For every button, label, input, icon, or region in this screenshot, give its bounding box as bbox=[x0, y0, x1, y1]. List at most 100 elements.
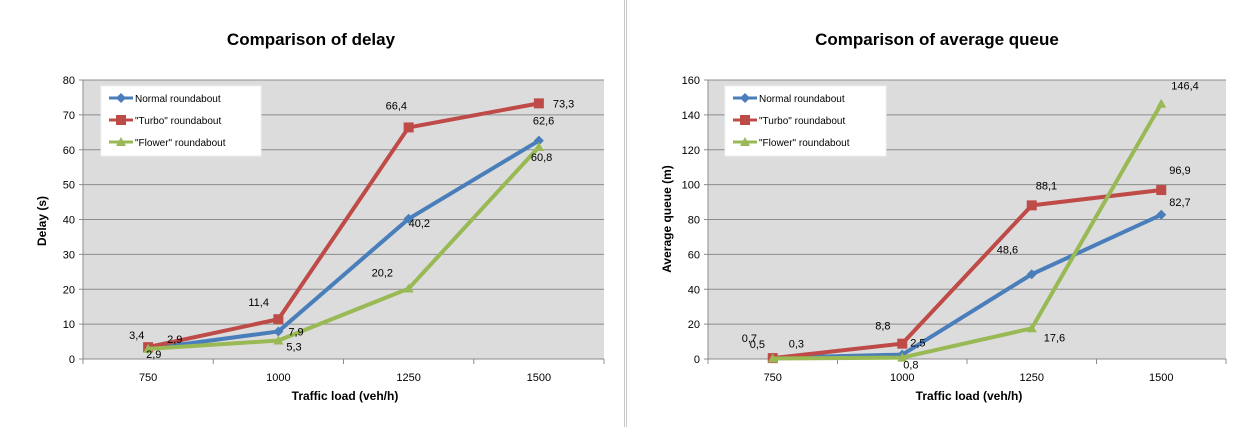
legend-label: "Flower" roundabout bbox=[759, 138, 850, 149]
legend-label: "Flower" roundabout bbox=[135, 138, 226, 149]
data-label: 7,9 bbox=[288, 326, 303, 338]
data-point bbox=[533, 135, 544, 146]
data-label: 82,7 bbox=[1169, 197, 1190, 209]
legend: Normal roundabout "Turbo" roundabout "Flow… bbox=[724, 85, 887, 157]
queue-chart-panel: Comparison of average queue Traffic load… bbox=[626, 0, 1248, 427]
y-tick-label: 0 bbox=[694, 354, 700, 366]
data-label: 62,6 bbox=[533, 116, 554, 128]
data-label: 88,1 bbox=[1036, 180, 1057, 192]
data-point bbox=[403, 122, 414, 133]
y-tick-label: 60 bbox=[688, 249, 700, 261]
data-point bbox=[1026, 269, 1037, 280]
legend-label: Normal roundabout bbox=[759, 94, 845, 105]
x-tick-label: 1500 bbox=[1149, 372, 1173, 384]
data-label: 20,2 bbox=[372, 268, 393, 280]
x-tick-label: 1250 bbox=[1020, 372, 1044, 384]
y-tick-label: 60 bbox=[63, 145, 75, 157]
y-tick-label: 20 bbox=[63, 284, 75, 296]
data-point bbox=[1026, 323, 1037, 333]
legend-label: "Turbo" roundabout bbox=[759, 116, 845, 127]
data-label: 2,9 bbox=[146, 349, 161, 361]
legend-marker bbox=[116, 93, 126, 103]
data-label: 96,9 bbox=[1169, 165, 1190, 177]
x-tick-label: 1000 bbox=[890, 372, 914, 384]
data-point bbox=[533, 98, 544, 109]
x-tick-label: 1000 bbox=[266, 372, 290, 384]
data-label: 3,4 bbox=[129, 330, 144, 342]
delay-chart-panel: Comparison of delay Traffic load (veh/h)… bbox=[35, 0, 625, 427]
data-label: 0,5 bbox=[750, 339, 765, 351]
legend-marker bbox=[116, 115, 126, 125]
y-tick-label: 40 bbox=[63, 215, 75, 227]
y-axis-label: Delay (s) bbox=[35, 196, 49, 246]
y-tick-label: 120 bbox=[682, 145, 700, 157]
legend-marker bbox=[116, 137, 126, 146]
y-tick-label: 70 bbox=[63, 110, 75, 122]
data-point bbox=[273, 326, 284, 337]
y-tick-label: 100 bbox=[682, 180, 700, 192]
data-point bbox=[403, 283, 414, 293]
data-point bbox=[897, 338, 908, 349]
legend-marker bbox=[740, 93, 750, 103]
data-label: 40,2 bbox=[409, 218, 430, 230]
x-tick-label: 1250 bbox=[396, 372, 420, 384]
series-line bbox=[772, 102, 1163, 361]
y-tick-label: 40 bbox=[688, 284, 700, 296]
data-point bbox=[143, 343, 154, 353]
series-line bbox=[772, 188, 1162, 361]
chart-title: Comparison of delay bbox=[227, 30, 396, 49]
legend-marker bbox=[740, 115, 750, 125]
data-label: 2,9 bbox=[167, 334, 182, 346]
series-line bbox=[147, 138, 540, 351]
legend-marker bbox=[740, 137, 750, 146]
series-line bbox=[147, 145, 541, 351]
data-point bbox=[403, 213, 414, 224]
queue-chart: Comparison of average queue Traffic load… bbox=[660, 30, 1227, 403]
y-tick-label: 80 bbox=[688, 215, 700, 227]
data-point bbox=[1156, 185, 1167, 196]
y-tick-label: 50 bbox=[63, 180, 75, 192]
data-point bbox=[1156, 209, 1167, 220]
x-tick-label: 750 bbox=[139, 372, 157, 384]
data-label: 0,3 bbox=[789, 338, 804, 350]
y-tick-label: 160 bbox=[682, 75, 700, 87]
data-point bbox=[767, 353, 778, 363]
delay-chart: Comparison of delay Traffic load (veh/h)… bbox=[35, 30, 605, 403]
y-tick-label: 140 bbox=[682, 110, 700, 122]
series-2 bbox=[767, 98, 1167, 363]
data-label: 8,8 bbox=[875, 321, 890, 333]
data-label: 17,6 bbox=[1044, 332, 1065, 344]
y-tick-label: 30 bbox=[63, 249, 75, 261]
y-tick-label: 10 bbox=[63, 319, 75, 331]
data-point bbox=[273, 314, 284, 325]
data-label: 146,4 bbox=[1171, 81, 1199, 93]
data-label: 0,8 bbox=[903, 360, 918, 372]
x-axis-label: Traffic load (veh/h) bbox=[292, 389, 399, 403]
data-label: 5,3 bbox=[286, 342, 301, 354]
data-point bbox=[533, 141, 544, 151]
data-point bbox=[273, 335, 284, 345]
data-point bbox=[1026, 200, 1037, 211]
chart-title: Comparison of average queue bbox=[815, 30, 1059, 49]
y-tick-label: 0 bbox=[69, 354, 75, 366]
series-2 bbox=[143, 141, 544, 353]
data-label: 11,4 bbox=[248, 297, 269, 309]
y-axis-label: Average queue (m) bbox=[660, 165, 674, 273]
data-point bbox=[897, 352, 908, 362]
legend: Normal roundabout "Turbo" roundabout "Flow… bbox=[100, 85, 262, 157]
x-tick-label: 1500 bbox=[527, 372, 551, 384]
data-label: 2,5 bbox=[910, 338, 925, 350]
data-label: 60,8 bbox=[531, 152, 552, 164]
legend-label: Normal roundabout bbox=[135, 94, 221, 105]
legend-label: "Turbo" roundabout bbox=[135, 116, 221, 127]
y-tick-label: 80 bbox=[63, 75, 75, 87]
data-point bbox=[1156, 98, 1167, 108]
y-tick-label: 20 bbox=[688, 319, 700, 331]
series-line bbox=[147, 101, 540, 350]
x-tick-label: 750 bbox=[764, 372, 782, 384]
x-axis-label: Traffic load (veh/h) bbox=[916, 389, 1023, 403]
data-label: 0,7 bbox=[742, 333, 757, 345]
data-label: 66,4 bbox=[386, 100, 407, 112]
data-label: 73,3 bbox=[553, 98, 574, 110]
data-label: 48,6 bbox=[997, 244, 1018, 256]
